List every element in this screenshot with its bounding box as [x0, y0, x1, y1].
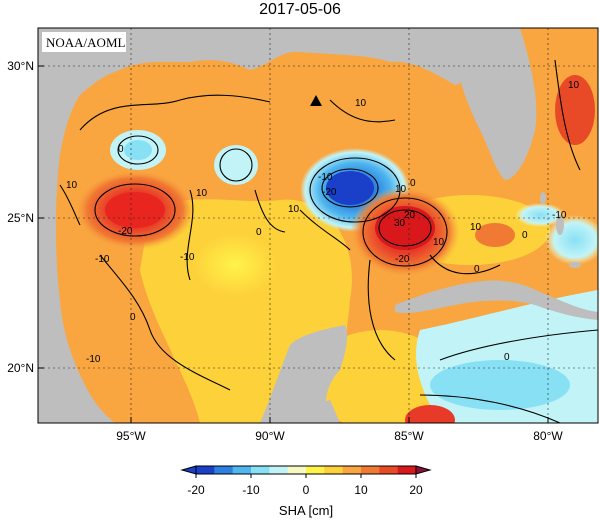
- contour-label: 10: [66, 180, 78, 191]
- colorbar-segment: [324, 466, 343, 474]
- land: [38, 28, 598, 423]
- colorbar-tick-label: 20: [409, 483, 423, 497]
- lat-label-20: 20°N: [7, 361, 34, 375]
- colorbar-segment: [287, 466, 307, 474]
- colorbar-segment: [251, 466, 270, 474]
- land-us-coast: [38, 28, 500, 423]
- contours: [59, 59, 598, 423]
- contour-label: -20: [322, 187, 337, 198]
- contour-label: 0: [118, 144, 124, 155]
- watermark-box: [42, 32, 126, 52]
- contour-label: -10: [552, 210, 567, 221]
- contour-labels: 10 10 -10 0 10 0 -10 -20 10 0 10 -20 -10…: [66, 80, 580, 365]
- contour-label: 10: [355, 98, 367, 109]
- colorbar-segment: [379, 466, 398, 474]
- colorbar-max-arrow: [415, 465, 432, 475]
- colorbar-tick-label: 10: [354, 483, 368, 497]
- colorbar-tick-label: -10: [242, 483, 260, 497]
- contour-label: -20: [395, 254, 410, 265]
- contour-label: -20: [118, 226, 133, 237]
- contour-label: 20: [404, 210, 416, 221]
- lat-label-25: 25°N: [7, 211, 34, 225]
- map-title: 2017-05-06: [259, 1, 341, 18]
- colorbar-segment: [232, 466, 252, 474]
- contour-label: 10: [470, 222, 482, 233]
- contour-label: 10: [395, 184, 407, 195]
- colorbar-segment: [196, 466, 215, 474]
- land-florida: [455, 28, 537, 180]
- contour-label: 0: [410, 178, 416, 189]
- colorbar-segment: [269, 466, 288, 474]
- triangle-marker-icon: [310, 95, 322, 106]
- colorbar-segment: [361, 466, 380, 474]
- colorbar-min-arrow: [180, 465, 197, 475]
- grid: [38, 28, 598, 423]
- lon-label-95: 95°W: [116, 429, 146, 443]
- contour-label: 0: [130, 312, 136, 323]
- lat-label-30: 30°N: [7, 59, 34, 73]
- colorbar-tick-label: -20: [187, 483, 205, 497]
- contour-label: 0: [256, 227, 262, 238]
- cold-eddy-central: [214, 145, 258, 185]
- contour-label: 10: [433, 237, 445, 248]
- contour-label: 0: [474, 264, 480, 275]
- lon-label-80: 80°W: [533, 429, 563, 443]
- colorbar-segment: [342, 466, 362, 474]
- lon-label-85: 85°W: [394, 429, 424, 443]
- contour-label: 30: [394, 218, 406, 229]
- contour-label: -10: [95, 254, 110, 265]
- colorbar-segment: [306, 466, 325, 474]
- map-frame: [37, 27, 599, 424]
- contour-label: 0: [504, 352, 510, 363]
- colorbar-tick-label: 0: [303, 483, 310, 497]
- colorbar-segment: [214, 466, 233, 474]
- contour-label: -10: [180, 252, 195, 263]
- contour-label: 10: [568, 80, 580, 91]
- land-cuba: [395, 280, 598, 320]
- land-yucatan: [260, 325, 348, 423]
- colorbar-segment: [397, 466, 417, 474]
- lon-label-90: 90°W: [255, 429, 285, 443]
- contour-label: 10: [288, 204, 300, 215]
- colorbar-label: SHA [cm]: [279, 503, 333, 518]
- contour-label: -10: [86, 354, 101, 365]
- colorbar: [180, 465, 432, 475]
- contour-label: 0: [522, 230, 528, 241]
- contour-label: -10: [318, 172, 333, 183]
- contour-label: 10: [196, 188, 208, 199]
- watermark: NOAA/AOML: [46, 35, 126, 50]
